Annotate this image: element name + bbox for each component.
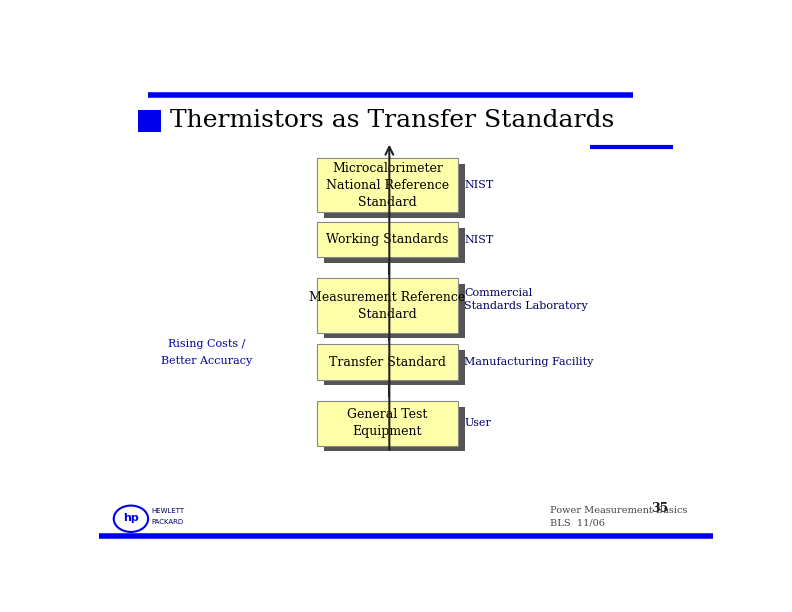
Text: Standards Laboratory: Standards Laboratory (464, 301, 588, 311)
Bar (324, 284, 466, 338)
Bar (317, 222, 458, 257)
Bar (324, 228, 466, 263)
Text: hp: hp (123, 513, 139, 523)
Text: 35: 35 (652, 502, 668, 515)
Text: Commercial: Commercial (464, 288, 532, 298)
Bar (324, 164, 466, 218)
Text: Power Measurement Basics: Power Measurement Basics (550, 507, 687, 515)
Text: NIST: NIST (464, 181, 493, 190)
Bar (324, 406, 466, 452)
Bar (317, 159, 458, 212)
Text: BLS  11/06: BLS 11/06 (550, 518, 605, 528)
Text: Measurement Reference
Standard: Measurement Reference Standard (310, 291, 466, 321)
Text: Thermistors as Transfer Standards: Thermistors as Transfer Standards (169, 109, 614, 132)
Text: PACKARD: PACKARD (151, 519, 183, 525)
Text: NIST: NIST (464, 234, 493, 245)
Circle shape (114, 506, 148, 532)
Text: Working Standards: Working Standards (326, 233, 449, 246)
Text: Transfer Standard: Transfer Standard (329, 356, 446, 368)
Bar (317, 345, 458, 379)
Bar (317, 401, 458, 446)
Text: User: User (464, 419, 491, 428)
Bar (138, 110, 161, 132)
Text: Rising Costs /: Rising Costs / (168, 340, 245, 349)
Text: General Test
Equipment: General Test Equipment (348, 408, 428, 438)
Bar (317, 278, 458, 332)
Text: Manufacturing Facility: Manufacturing Facility (464, 357, 593, 367)
Bar (324, 350, 466, 386)
Text: Microcalorimeter
National Reference
Standard: Microcalorimeter National Reference Stan… (326, 162, 449, 209)
Text: HEWLETT: HEWLETT (151, 508, 185, 514)
Text: Better Accuracy: Better Accuracy (161, 356, 252, 366)
